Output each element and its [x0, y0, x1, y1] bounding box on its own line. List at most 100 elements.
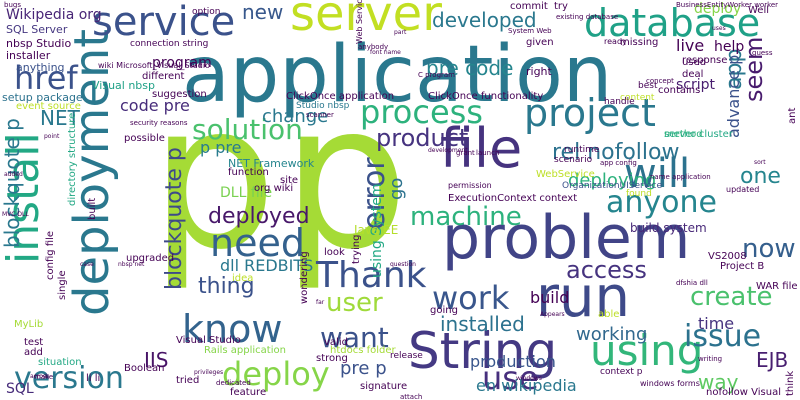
word: contains [658, 85, 701, 96]
word: Thank [316, 255, 427, 296]
word: development [428, 147, 468, 154]
word: case [80, 261, 94, 268]
word: test [24, 337, 44, 348]
word: production [470, 352, 556, 371]
word: Boolean [124, 363, 165, 374]
word: en wikipedia [476, 376, 577, 395]
word: possible [124, 133, 165, 144]
word: windows [516, 375, 542, 382]
word: solution [192, 113, 303, 146]
word: change [262, 106, 329, 127]
word: problem [442, 203, 691, 273]
word: String [408, 322, 558, 380]
word: release [390, 351, 423, 361]
word: p pre [200, 138, 242, 157]
word: product [376, 124, 469, 152]
word: ready [604, 37, 627, 46]
word: run [536, 265, 631, 330]
word: valid [324, 337, 348, 348]
word: ClickOnce functionality [428, 91, 544, 102]
word: create [690, 282, 773, 312]
word: name application [650, 173, 711, 181]
word: p [150, 61, 277, 294]
word: strong [316, 353, 348, 364]
word: Wikipedia org [6, 7, 102, 23]
word: issue [684, 319, 762, 354]
word: built [87, 197, 98, 220]
word: nofollow Visual [706, 387, 781, 398]
word: make [34, 373, 54, 381]
word: Java EE [354, 223, 399, 237]
word: blockquote p [162, 147, 187, 290]
word: permission [448, 181, 492, 190]
word: code pre [120, 96, 190, 115]
word: developed [432, 8, 537, 32]
word: concept [646, 77, 674, 85]
word: method [664, 129, 703, 140]
word: access [566, 256, 647, 284]
word: WAR file [756, 281, 798, 292]
word: MVC DLL [2, 211, 29, 218]
word: pre code [426, 56, 514, 80]
word: user [326, 288, 383, 318]
word: going [430, 305, 458, 316]
word: used [682, 57, 707, 68]
word: href [14, 59, 78, 97]
word: signature [360, 381, 408, 392]
word: connection string [130, 39, 209, 49]
word: SQL [6, 381, 34, 397]
word: EJB [756, 348, 789, 372]
word: need [210, 221, 305, 265]
word: p [282, 61, 409, 294]
word: li li [86, 373, 101, 384]
word: NET [40, 106, 80, 130]
word: Visual Studio [176, 335, 241, 346]
word: dfshia dll [676, 279, 708, 287]
word: blockquote p [0, 118, 24, 248]
word: version [14, 361, 124, 396]
word: far [316, 299, 325, 306]
word: feature [230, 387, 267, 398]
word: context p [600, 367, 643, 377]
word: content [620, 93, 655, 103]
word: across [30, 373, 50, 380]
word: Studio nbsp [296, 101, 350, 111]
word: existing database [556, 13, 619, 21]
word: setup package [2, 91, 83, 104]
word: look [324, 247, 345, 258]
word: directory structure [67, 112, 78, 206]
word: function [228, 167, 269, 178]
word: DLL file [220, 185, 273, 201]
word: updated [726, 185, 760, 194]
word: deploying [568, 170, 657, 191]
word: service [92, 0, 236, 45]
word: advance p [724, 54, 743, 138]
word: windows forms [640, 379, 700, 388]
word: point [44, 133, 60, 140]
word: htdocs folder [330, 345, 396, 356]
word: Appears [540, 311, 565, 318]
word: trying [351, 234, 362, 264]
word: live [676, 36, 705, 55]
word: given [526, 37, 554, 48]
word: dedicated [216, 379, 251, 387]
word: situation [38, 357, 82, 368]
word: nbsp Studio [6, 37, 72, 50]
word: anyone [606, 185, 717, 220]
word: use [482, 359, 539, 397]
word: upgraded [126, 253, 175, 264]
word: runtime [564, 145, 600, 155]
word: anybody [358, 43, 389, 51]
word: sort [754, 159, 766, 166]
word: new [242, 0, 284, 24]
word: pre p [340, 358, 387, 379]
word: part [394, 29, 407, 36]
word: attach [400, 393, 423, 400]
word: think [785, 370, 796, 396]
word: missing [620, 37, 659, 48]
word: System Web [508, 27, 552, 35]
word: org wiki [254, 183, 294, 194]
word: config file [45, 230, 56, 280]
word: BusinessEntityWorker worker [676, 1, 779, 9]
word: wondering [299, 251, 310, 304]
